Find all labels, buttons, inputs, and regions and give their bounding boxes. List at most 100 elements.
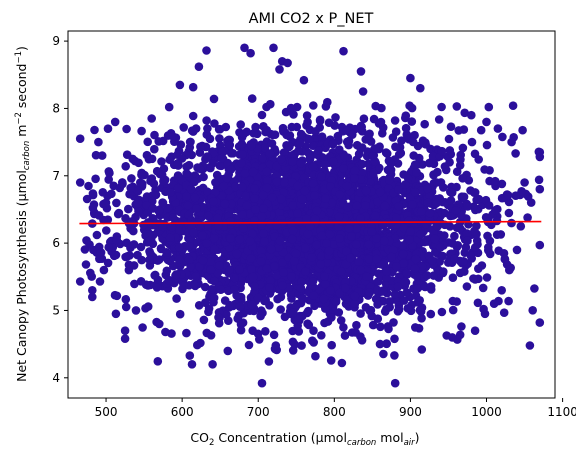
plot-frame — [67, 30, 556, 399]
data-point — [157, 157, 166, 166]
data-point — [392, 213, 401, 223]
y-tick-label: 9 — [52, 34, 60, 48]
data-point — [174, 242, 184, 252]
data-point — [247, 94, 257, 103]
data-point — [373, 197, 382, 207]
data-point — [209, 94, 219, 104]
data-point — [124, 204, 133, 214]
data-point — [408, 200, 417, 209]
data-point — [350, 173, 359, 183]
data-point — [474, 155, 484, 164]
data-point — [195, 262, 204, 272]
data-point — [247, 265, 256, 274]
data-point — [112, 198, 121, 208]
data-point — [462, 229, 472, 238]
data-point — [295, 138, 305, 148]
data-point — [219, 181, 229, 191]
data-point — [251, 205, 260, 214]
data-point — [203, 211, 213, 221]
data-point — [328, 139, 338, 149]
data-point — [407, 103, 417, 113]
data-point — [289, 308, 298, 317]
data-point — [276, 305, 286, 314]
data-point — [155, 319, 164, 329]
data-point — [461, 243, 471, 252]
data-point — [369, 168, 378, 178]
x-tick-label: 1100 — [547, 405, 576, 419]
data-point — [382, 273, 392, 283]
data-point — [307, 252, 317, 262]
data-point — [237, 182, 247, 192]
data-point — [310, 214, 320, 224]
data-point — [300, 186, 310, 196]
data-point — [75, 134, 85, 143]
data-point — [214, 125, 224, 134]
data-point — [184, 241, 194, 251]
data-point — [287, 234, 297, 244]
data-point — [195, 164, 205, 173]
data-point — [190, 171, 200, 180]
data-point — [291, 249, 301, 258]
data-point — [198, 256, 208, 265]
data-point — [326, 286, 335, 295]
data-point — [81, 260, 91, 269]
data-point — [88, 203, 98, 213]
data-point — [319, 294, 329, 304]
data-point — [476, 125, 486, 135]
data-point — [166, 188, 175, 197]
data-point — [410, 130, 419, 140]
data-point — [288, 326, 297, 336]
data-point — [136, 242, 146, 252]
data-point — [112, 291, 122, 301]
data-point — [308, 336, 317, 346]
data-point — [270, 262, 279, 271]
data-point — [434, 115, 444, 124]
data-point — [206, 163, 215, 173]
data-point — [250, 216, 259, 225]
data-point — [356, 309, 365, 318]
data-point — [112, 236, 122, 245]
data-point — [308, 162, 318, 171]
data-point — [327, 340, 337, 350]
data-point — [273, 294, 282, 304]
data-point — [460, 267, 469, 276]
data-point — [484, 201, 494, 210]
data-point — [265, 276, 275, 285]
data-point — [304, 320, 314, 330]
data-point — [309, 291, 319, 301]
data-point — [478, 283, 488, 293]
data-point — [188, 127, 198, 136]
data-point — [179, 281, 188, 291]
data-point — [359, 114, 369, 123]
data-point — [309, 101, 318, 110]
data-point — [350, 166, 360, 176]
data-point — [210, 276, 219, 286]
data-point — [420, 119, 430, 129]
data-point — [214, 221, 223, 231]
data-point — [266, 244, 276, 254]
data-point — [398, 249, 408, 259]
data-point — [107, 189, 116, 199]
data-point — [196, 142, 205, 151]
data-point — [317, 231, 327, 240]
data-point — [277, 194, 286, 204]
data-point — [317, 132, 327, 141]
x-tick-label: 500 — [95, 405, 118, 419]
data-point — [287, 272, 296, 281]
data-point — [260, 296, 269, 306]
data-point — [208, 360, 217, 369]
data-point — [258, 190, 268, 200]
y-tick-label: 4 — [52, 371, 60, 385]
data-point — [490, 176, 500, 186]
data-point — [121, 162, 130, 171]
data-point — [352, 201, 362, 210]
data-point — [316, 259, 326, 269]
data-point — [126, 243, 135, 252]
data-point — [361, 186, 371, 196]
data-point — [301, 267, 310, 276]
data-point — [331, 297, 341, 307]
data-point — [179, 123, 188, 132]
data-point — [250, 184, 259, 193]
data-point — [341, 283, 350, 293]
